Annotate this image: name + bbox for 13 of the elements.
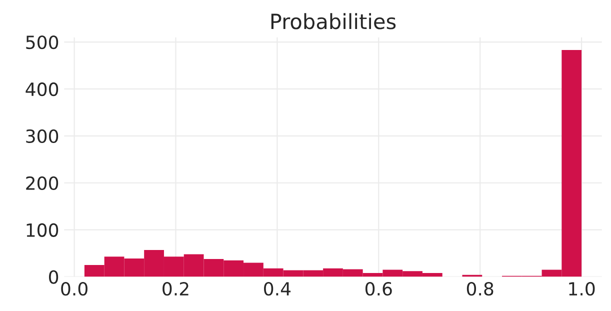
x-tick-label: 0.2 <box>162 282 188 296</box>
y-tick-label: 200 <box>26 176 58 190</box>
x-tick-label: 0.4 <box>264 282 291 296</box>
chart-title: Probabilities <box>271 13 396 30</box>
y-tick-label: 400 <box>26 82 58 96</box>
y-tick-label: 0 <box>48 270 58 284</box>
x-tick-label: 0.8 <box>466 282 494 296</box>
y-tick-label: 300 <box>26 129 58 144</box>
y-tick-label: 100 <box>26 223 58 237</box>
x-tick-label: 0.6 <box>365 282 392 296</box>
x-tick-label: 1.0 <box>569 282 595 296</box>
y-tick-label: 500 <box>26 35 58 50</box>
x-tick-label: 0.0 <box>61 282 88 296</box>
